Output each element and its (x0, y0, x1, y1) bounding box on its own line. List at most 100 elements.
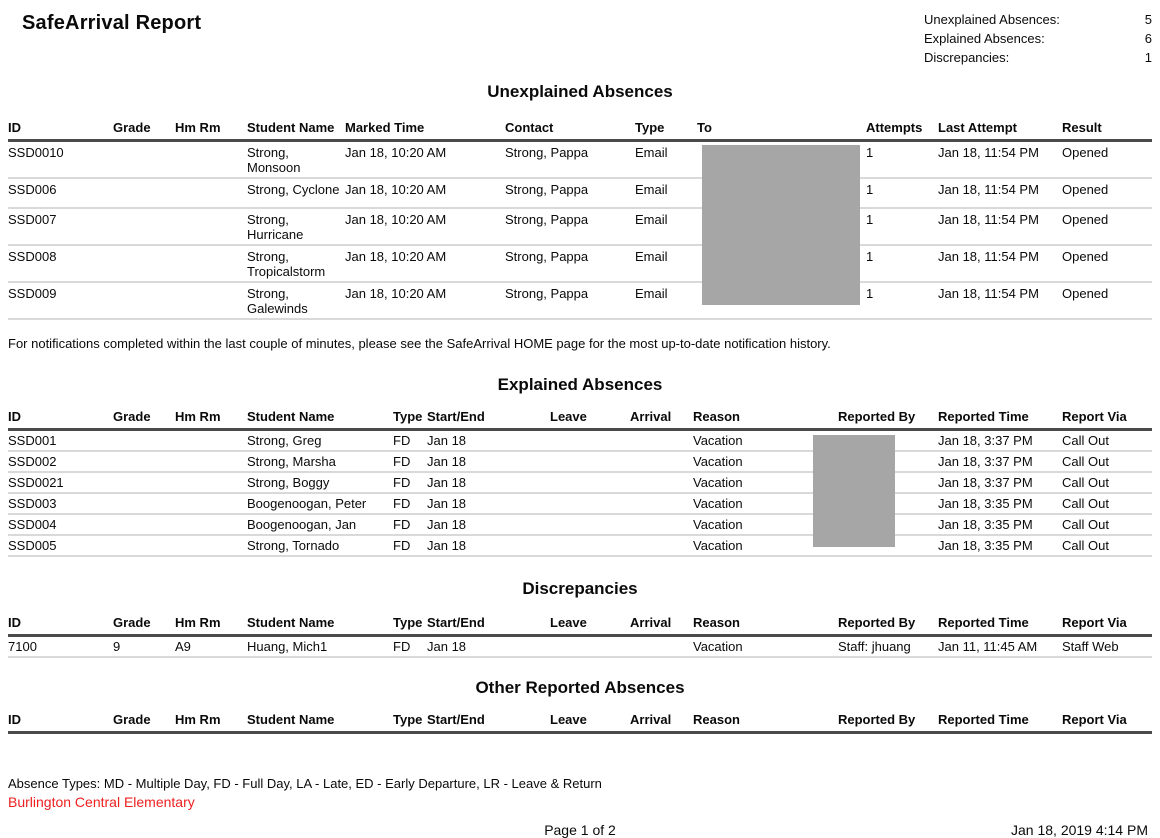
section-title: Other Reported Absences (475, 678, 685, 697)
column-header: Grade (113, 613, 175, 637)
table-cell: Jan 18, 11:54 PM (938, 282, 1062, 320)
table-cell (550, 451, 630, 473)
column-header: Result (1062, 118, 1152, 142)
column-header: Hm Rm (175, 407, 247, 431)
table-cell: 7100 (8, 635, 113, 658)
table-cell: Staff Web (1062, 635, 1152, 658)
table-cell: SSD003 (8, 493, 113, 515)
table-cell: Strong, Pappa (505, 178, 635, 209)
column-header: Arrival (630, 710, 693, 734)
table-cell: Jan 11, 11:45 AM (938, 635, 1062, 658)
column-header: Arrival (630, 613, 693, 637)
header-row: ID Grade Hm Rm Student Name Type Start/End Lea… (8, 710, 1152, 734)
table-cell: Jan 18, 3:37 PM (938, 429, 1062, 452)
table-cell (630, 514, 693, 536)
table-cell: Jan 18, 3:37 PM (938, 472, 1062, 494)
table-cell: Vacation (693, 493, 838, 515)
unexplained-table-wrap: ID Grade Hm Rm Student Name Marked Time Conta… (8, 118, 1152, 320)
column-header: Reason (693, 710, 838, 734)
table-cell: SSD0010 (8, 140, 113, 179)
table-cell: Vacation (693, 472, 838, 494)
table-row: SSD002 Strong, Marsha FD Jan 18 Vacation Jan … (8, 451, 1152, 473)
table-row: SSD001 Strong, Greg FD Jan 18 Vacation Jan 18… (8, 429, 1152, 452)
summary-label: Unexplained Absences: (924, 12, 1060, 27)
table-cell: Strong, Monsoon (247, 140, 345, 179)
table-cell: SSD004 (8, 514, 113, 536)
summary-row-explained: Explained Absences: 6 (924, 29, 1152, 48)
table-cell: Jan 18, 10:20 AM (345, 282, 505, 320)
column-header: Student Name (247, 613, 393, 637)
table-cell: Strong, Tropicalstorm (247, 245, 345, 283)
table-cell: Jan 18, 11:54 PM (938, 140, 1062, 179)
summary-value: 5 (1144, 12, 1152, 27)
table-row: SSD0021 Strong, Boggy FD Jan 18 Vacation Jan … (8, 472, 1152, 494)
table-cell (175, 140, 247, 179)
reported-by-redaction (813, 435, 895, 547)
table-cell (175, 282, 247, 320)
table-cell (175, 429, 247, 452)
section-other-reported-absences: Other Reported Absences ID Grade Hm Rm Stud… (8, 678, 1152, 734)
unexplained-absences-table: ID Grade Hm Rm Student Name Marked Time Conta… (8, 118, 1152, 320)
absence-types-legend: Absence Types: MD - Multiple Day, FD - F… (8, 776, 602, 791)
table-cell: Jan 18 (427, 635, 550, 658)
section-title: Unexplained Absences (487, 82, 673, 101)
table-cell: Jan 18, 10:20 AM (345, 245, 505, 283)
table-cell (630, 472, 693, 494)
report-page: SafeArrival Report Unexplained Absences:… (8, 10, 1152, 838)
table-cell (113, 208, 175, 246)
column-header: Report Via (1062, 613, 1152, 637)
table-cell: SSD005 (8, 535, 113, 557)
summary-label: Explained Absences: (924, 31, 1045, 46)
table-cell: FD (393, 493, 427, 515)
table-cell: Vacation (693, 514, 838, 536)
table-cell: Boogenoogan, Peter (247, 493, 393, 515)
column-header: Leave (550, 710, 630, 734)
header-row: ID Grade Hm Rm Student Name Type Start/End Lea… (8, 407, 1152, 431)
column-header: Leave (550, 613, 630, 637)
column-header: Reported By (838, 613, 938, 637)
summary-row-unexplained: Unexplained Absences: 5 (924, 10, 1152, 29)
table-cell: Jan 18 (427, 535, 550, 557)
column-header: Grade (113, 710, 175, 734)
table-cell: Jan 18, 3:37 PM (938, 451, 1062, 473)
table-cell: 1 (866, 282, 938, 320)
column-header: Start/End (427, 613, 550, 637)
table-cell: Jan 18, 10:20 AM (345, 208, 505, 246)
table-cell (175, 493, 247, 515)
summary-value: 1 (1144, 50, 1152, 65)
table-cell: SSD007 (8, 208, 113, 246)
table-cell (113, 282, 175, 320)
table-row: 7100 9 A9 Huang, Mich1 FD Jan 18 Vacation Staff… (8, 635, 1152, 658)
table-cell (113, 140, 175, 179)
table-cell: Vacation (693, 535, 838, 557)
column-header: Reason (693, 407, 838, 431)
column-header: Hm Rm (175, 613, 247, 637)
other-table-wrap: ID Grade Hm Rm Student Name Type Start/End Lea… (8, 710, 1152, 734)
report-timestamp: Jan 18, 2019 4:14 PM (1011, 822, 1148, 838)
header-row: ID Grade Hm Rm Student Name Type Start/End Lea… (8, 613, 1152, 637)
table-cell: Vacation (693, 451, 838, 473)
discrepancies-table: ID Grade Hm Rm Student Name Type Start/End Lea… (8, 613, 1152, 658)
table-cell: Jan 18 (427, 472, 550, 494)
table-cell: A9 (175, 635, 247, 658)
table-cell: Jan 18 (427, 493, 550, 515)
table-cell (630, 451, 693, 473)
table-cell: 1 (866, 178, 938, 209)
table-cell: Call Out (1062, 514, 1152, 536)
table-cell: Email (635, 208, 697, 246)
table-cell: Jan 18, 10:20 AM (345, 140, 505, 179)
column-header: Reported Time (938, 407, 1062, 431)
section-explained-absences: Explained Absences ID Grade Hm Rm Student N… (8, 375, 1152, 557)
table-row: SSD007 Strong, Hurricane Jan 18, 10:20 AM S… (8, 208, 1152, 246)
table-cell (175, 451, 247, 473)
table-cell (175, 514, 247, 536)
column-header: Student Name (247, 407, 393, 431)
table-row: SSD003 Boogenoogan, Peter FD Jan 18 Vacation… (8, 493, 1152, 515)
section-title: Discrepancies (522, 579, 638, 598)
page-title: SafeArrival Report (22, 12, 202, 34)
explained-table-wrap: ID Grade Hm Rm Student Name Type Start/End Lea… (8, 407, 1152, 557)
table-cell: Call Out (1062, 472, 1152, 494)
table-cell: Strong, Pappa (505, 282, 635, 320)
column-header: Marked Time (345, 118, 505, 142)
table-cell (113, 429, 175, 452)
